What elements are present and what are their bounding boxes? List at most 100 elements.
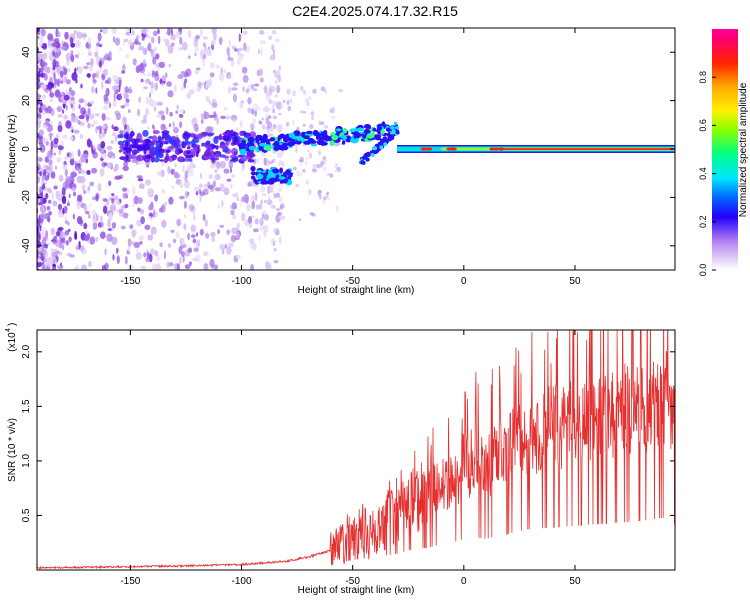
noise-blob xyxy=(211,39,216,46)
band-blob xyxy=(379,145,384,150)
noise-blob xyxy=(201,113,204,121)
noise-blob xyxy=(305,156,309,160)
noise-blob xyxy=(77,120,81,125)
band-blob xyxy=(317,132,321,139)
noise-blob xyxy=(42,42,48,50)
noise-blob xyxy=(119,130,125,135)
noise-blob xyxy=(243,42,247,52)
noise-blob xyxy=(107,228,113,231)
noise-blob xyxy=(57,79,60,87)
noise-blob xyxy=(250,83,255,90)
noise-blob xyxy=(203,110,207,120)
noise-blob xyxy=(256,158,260,164)
noise-blob xyxy=(299,162,302,167)
noise-blob xyxy=(152,70,155,76)
band-blob xyxy=(278,176,286,180)
page-title: C2E4.2025.074.17.32.R15 xyxy=(292,3,458,19)
band-blob xyxy=(335,132,340,136)
noise-blob xyxy=(81,169,86,175)
noise-blob xyxy=(194,46,200,53)
noise-blob xyxy=(254,109,258,117)
noise-blob xyxy=(106,145,113,151)
noise-blob xyxy=(195,35,201,39)
snr-scale-label: (x10 4 ) xyxy=(5,323,18,352)
noise-blob xyxy=(273,116,277,120)
noise-blob xyxy=(264,199,267,204)
noise-blob xyxy=(232,214,237,220)
band-blob xyxy=(296,136,302,142)
noise-blob xyxy=(265,261,270,270)
noise-blob xyxy=(37,240,42,249)
band-blob xyxy=(186,150,191,155)
noise-blob xyxy=(307,96,312,101)
noise-blob xyxy=(75,164,79,172)
noise-blob xyxy=(87,107,91,116)
noise-blob xyxy=(250,194,256,201)
noise-blob xyxy=(40,109,43,114)
noise-blob xyxy=(158,61,166,69)
noise-blob xyxy=(254,192,258,202)
noise-blob xyxy=(199,194,202,203)
noise-blob xyxy=(89,65,93,72)
noise-blob xyxy=(90,100,95,105)
noise-blob xyxy=(269,190,274,193)
noise-blob xyxy=(241,66,248,74)
noise-blob xyxy=(161,75,167,82)
noise-blob xyxy=(170,28,174,36)
noise-blob xyxy=(131,30,136,36)
band-blob xyxy=(263,145,272,151)
noise-blob xyxy=(98,44,103,48)
noise-blob xyxy=(295,147,298,154)
noise-blob xyxy=(44,66,50,74)
band-blob xyxy=(146,139,151,144)
band-blob xyxy=(282,142,289,147)
noise-blob xyxy=(47,242,50,246)
noise-blob xyxy=(324,89,327,94)
spectrogram-xtick-label: -50 xyxy=(345,276,360,287)
noise-blob xyxy=(179,36,183,45)
noise-blob xyxy=(292,166,297,171)
noise-blob xyxy=(137,108,141,116)
noise-blob xyxy=(69,182,72,190)
band-blob xyxy=(247,136,255,143)
noise-blob xyxy=(213,32,217,41)
noise-blob xyxy=(45,230,49,239)
noise-blob xyxy=(168,196,174,205)
noise-blob xyxy=(246,203,252,212)
noise-blob xyxy=(265,126,270,130)
noise-blob xyxy=(40,84,47,90)
noise-blob xyxy=(196,232,198,237)
noise-blob xyxy=(214,174,221,181)
band-blob xyxy=(336,128,342,132)
noise-blob xyxy=(143,86,148,90)
noise-blob xyxy=(42,250,49,258)
noise-blob xyxy=(123,161,129,167)
noise-blob xyxy=(252,228,259,233)
band-blob xyxy=(123,133,129,139)
band-blob xyxy=(153,156,160,163)
noise-blob xyxy=(300,85,304,92)
noise-blob xyxy=(138,235,145,241)
noise-blob xyxy=(175,231,180,239)
noise-blob xyxy=(320,160,325,167)
noise-blob xyxy=(188,89,195,95)
noise-blob xyxy=(222,249,225,255)
band-blob xyxy=(207,148,211,151)
noise-blob xyxy=(158,207,164,213)
noise-blob xyxy=(76,200,82,210)
noise-blob xyxy=(209,72,215,78)
noise-blob xyxy=(102,69,109,76)
noise-blob xyxy=(271,100,277,105)
spectrogram-ytick-label: -40 xyxy=(21,238,32,253)
noise-blob xyxy=(213,180,216,188)
noise-blob xyxy=(187,232,190,241)
band-blob xyxy=(229,154,237,159)
noise-blob xyxy=(277,187,283,192)
noise-blob xyxy=(134,38,139,45)
noise-blob xyxy=(99,168,105,177)
noise-blob xyxy=(37,135,43,139)
noise-blob xyxy=(71,129,74,133)
noise-blob xyxy=(238,33,241,42)
noise-blob xyxy=(57,114,63,118)
colorbar: 0.0 0.2 0.4 0.6 0.8 Normalized spectral ampl… xyxy=(698,29,749,276)
